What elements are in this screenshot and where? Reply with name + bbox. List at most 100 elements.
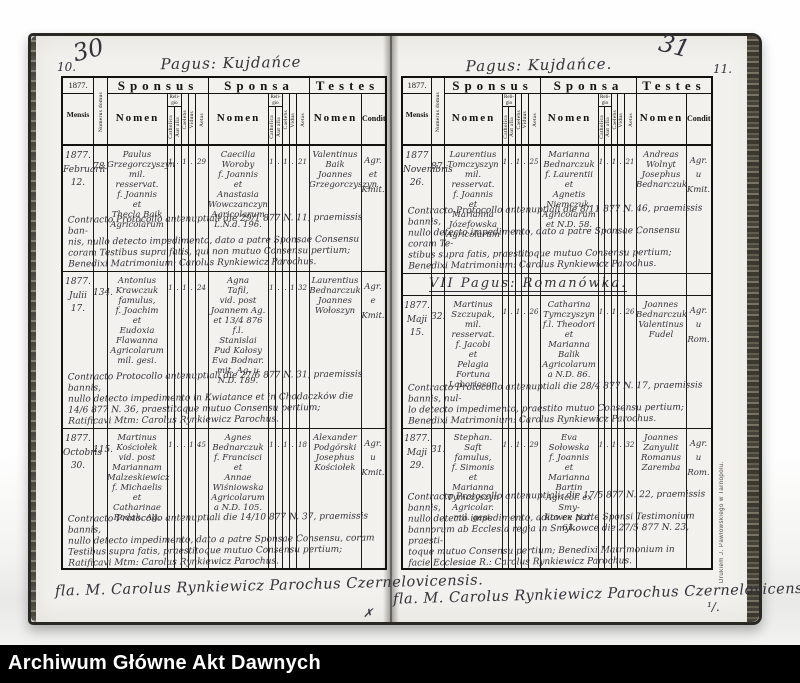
testes-conditio: Agr. u Rom. xyxy=(687,439,710,478)
section-heading-row: VII Pagus: Romanówka. xyxy=(403,273,711,295)
sponsa-catholica-mark: 1 xyxy=(269,441,274,449)
sponsus-caelebs-mark: . xyxy=(183,441,186,449)
entry-house-number: 115. xyxy=(93,445,114,455)
header-mensis: Mensis xyxy=(66,110,90,119)
page-check-mark-left: ✗ xyxy=(363,606,374,620)
sponsa-age: 21 xyxy=(298,158,307,166)
header-aut-alia-sponsa: Aut alia xyxy=(604,107,611,146)
entry-house-number: 134. xyxy=(93,288,114,298)
sponsus-name: Antonius Krawczuk famulus, f. Joachim et… xyxy=(110,276,164,367)
header-year: 1877. xyxy=(403,78,431,94)
marriage-register-table-left: 1877. Mensis Numerus domus Sponsus Nomen… xyxy=(61,76,387,570)
sponsa-name: Agnes Bednarczuk f. Francisci et Annae W… xyxy=(211,433,265,514)
sponsa-age: 32 xyxy=(625,441,635,449)
header-aetas-sponsa: Aetas xyxy=(296,94,309,146)
entry-date: 1877. Julii 17. xyxy=(65,277,91,314)
sponsa-name: Marianna Bednarczuk f. Laurentii et Agne… xyxy=(542,150,596,231)
sponsa-aut-alia-mark: . xyxy=(277,284,280,292)
header-sponsa: Sponsa xyxy=(208,78,309,94)
testes-conditio: Agr. u Rom. xyxy=(687,306,710,345)
sponsus-age: 29 xyxy=(197,158,206,166)
header-aetas-sponsus: Aetas xyxy=(528,94,540,146)
entry-date: 1877. Februarii 12. xyxy=(63,151,106,188)
sponsus-age: 24 xyxy=(197,284,206,292)
header-catholica-sponsus: Catholica xyxy=(502,107,508,146)
sponsus-aut-alia-mark: . xyxy=(176,158,179,166)
testes-names: Laurentius Bednarczuk Joannes Wołoszyn xyxy=(309,276,361,317)
entry-house-number: 78. xyxy=(93,162,108,172)
header-aut-alia-sponsa: Aut alia xyxy=(275,107,282,146)
sponsus-caelebs-mark: 1 xyxy=(182,284,187,292)
sponsus-age: 45 xyxy=(197,441,206,449)
header-religio-sponsa: Reli- gio xyxy=(268,94,282,107)
header-nomen-sponsus: Nomen xyxy=(107,94,167,146)
sponsus-aut-alia-mark: . xyxy=(510,158,513,166)
header-numerus-domus: Numerus domus xyxy=(93,78,107,146)
header-conditio: Conditio xyxy=(361,94,385,146)
header-year: 1877. xyxy=(63,78,93,94)
sponsa-vidua-mark: . xyxy=(619,158,622,166)
testes-names: Joannes Bednarczuk Valentinus Fudel xyxy=(636,300,688,341)
sponsus-name: Stephan. Saft famulus, f. Simonis et Mar… xyxy=(447,433,499,524)
table-row: 1877. Maji 29. 31. Stephan. Saft famulus… xyxy=(403,428,711,570)
sponsa-catholica-mark: 1 xyxy=(269,284,274,292)
sponsa-caelebs-mark: 1 xyxy=(283,441,288,449)
sponsa-vidua-mark: . xyxy=(291,441,294,449)
header-testes: Testes xyxy=(309,78,385,94)
sponsus-name: Paulus Grzegorczyszyn mil. resservat. f.… xyxy=(107,150,176,231)
entry-note: Contracto Protocollo antenuptiali die 14… xyxy=(67,511,375,569)
entry-date: 1877. Octobris 30. xyxy=(63,434,103,471)
sponsus-aut-alia-mark: . xyxy=(510,441,513,449)
printer-mark: Drukiem J. Pawłowskiego w Tarnopolu. xyxy=(719,461,725,583)
sponsus-aut-alia-mark: . xyxy=(176,284,179,292)
sponsus-name: Martinus Kościołek vid. post Mariannam M… xyxy=(107,433,170,524)
table-body-right: 1877 Novembris 26. 87. Laurentius Tomczy… xyxy=(403,146,711,570)
header-sponsa: Sponsa xyxy=(540,78,636,94)
sponsa-vidua-mark: . xyxy=(619,441,622,449)
entry-date: 1877 Novembris 26. xyxy=(403,151,453,188)
entry-house-number: 32. xyxy=(431,312,446,322)
sponsus-name: Laurentius Tomczyszyn mil. resservat. f.… xyxy=(446,150,500,241)
header-nomen-testes: Nomen xyxy=(309,94,361,146)
sponsus-viduus-mark: . xyxy=(190,284,193,292)
sponsus-viduus-mark: . xyxy=(523,441,526,449)
header-mensis: Mensis xyxy=(405,110,429,119)
table-row: 1877. Octobris 30. 115. Martinus Kościoł… xyxy=(63,428,385,570)
sponsus-caelebs-mark: 1 xyxy=(515,308,521,316)
marriage-register-table-right: 1877. Mensis Numerus domus Sponsus Nomen… xyxy=(401,76,713,570)
header-viduus: Viduus xyxy=(188,94,195,146)
header-caelebs-sponsa: Caelebs xyxy=(611,94,617,146)
book-spread: 30 10. Pagus: Kujdańce 1877. Mensis Nume… xyxy=(28,29,800,625)
sponsa-catholica-mark: 1 xyxy=(598,158,604,166)
header-aetas-sponsa: Aetas xyxy=(624,94,636,146)
testes-conditio: Agr. et Kmit. xyxy=(361,156,385,195)
entry-date: 1877. Maji 29. xyxy=(404,434,430,471)
entry-note: Contracto Protocollo antenuptiali die 29… xyxy=(67,212,363,270)
header-nomen-testes: Nomen xyxy=(636,94,686,146)
header-aut-alia-sponsus: Aut alia xyxy=(174,107,181,146)
sponsus-caelebs-mark: 1 xyxy=(515,158,521,166)
archive-watermark-bar: Archiwum Główne Akt Dawnych xyxy=(0,645,800,683)
table-header-right: 1877. Mensis Numerus domus Sponsus Nomen… xyxy=(403,78,711,146)
header-viduus: Viduus xyxy=(521,94,528,146)
sponsus-catholica-mark: 1 xyxy=(502,308,508,316)
testes-names: Valentinus Baik Joannes Grzegorczyszyn xyxy=(309,150,378,191)
testes-names: Joannes Zanyulit Romanus Zaremba xyxy=(641,433,681,474)
header-aetas-sponsus: Aetas xyxy=(195,94,208,146)
header-vidua: Vidua xyxy=(617,94,624,146)
entry-date: 1877. Maji 15. xyxy=(404,301,430,338)
sponsus-catholica-mark: 1 xyxy=(168,441,173,449)
page-heading-right: Pagus: Kujdańce. xyxy=(465,54,613,76)
testes-conditio: Agr. u Kmit. xyxy=(686,156,711,195)
entry-note: Contracto Protocollo antenuptiali; die 1… xyxy=(407,489,706,569)
sponsus-aut-alia-mark: . xyxy=(510,308,513,316)
sponsa-catholica-mark: 1 xyxy=(598,308,604,316)
entry-note: Contracto Protocollo antenuptiali die 27… xyxy=(67,369,363,427)
header-numerus-domus: Numerus domus xyxy=(431,78,444,146)
table-row: 1877 Novembris 26. 87. Laurentius Tomczy… xyxy=(403,146,711,273)
header-religio-sponsus: Reli- gio xyxy=(502,94,515,107)
sponsus-caelebs-mark: 1 xyxy=(515,441,521,449)
sponsa-caelebs-mark: . xyxy=(284,284,287,292)
sponsa-caelebs-mark: 1 xyxy=(611,158,617,166)
sponsa-age: 32 xyxy=(298,284,307,292)
